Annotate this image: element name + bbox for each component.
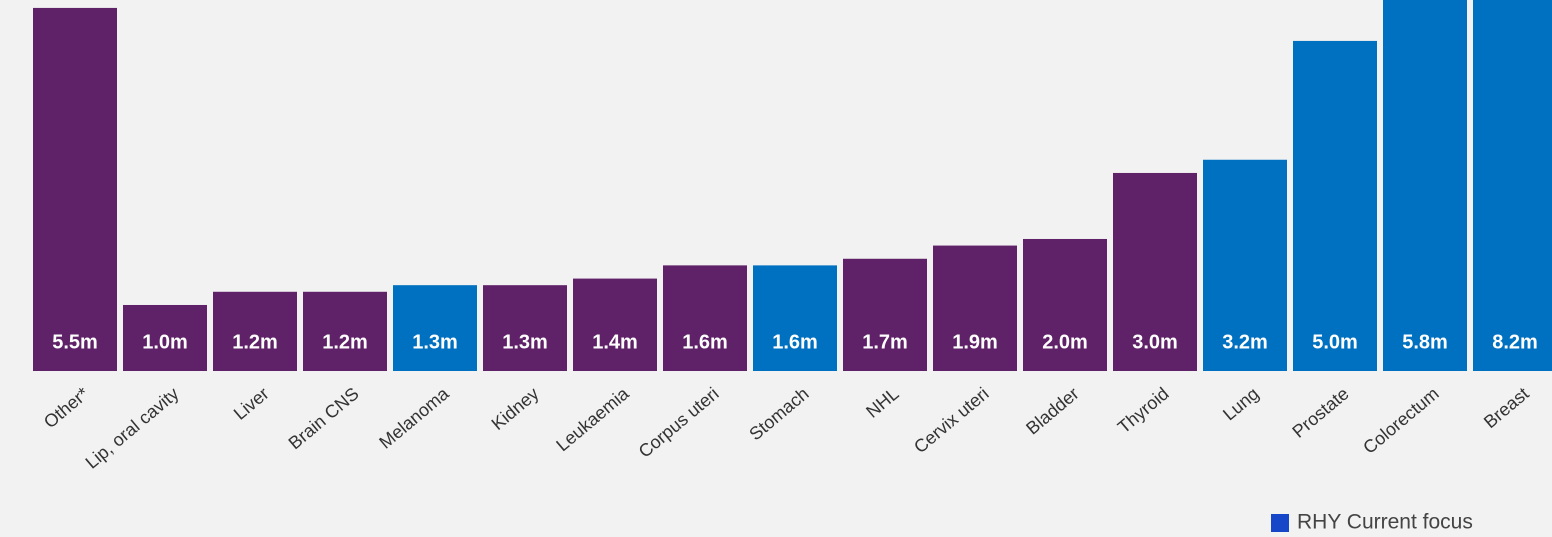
value-label: 5.5m: [52, 331, 98, 353]
legend-swatch: [1271, 514, 1289, 532]
bar: [393, 285, 477, 371]
value-label: 1.3m: [412, 331, 458, 353]
value-label: 1.2m: [232, 331, 278, 353]
bar: [1293, 40, 1377, 371]
value-label: 1.4m: [592, 331, 638, 353]
bar: [663, 265, 747, 371]
bar: [843, 258, 927, 371]
x-tick-label: NHL: [862, 383, 902, 421]
x-tick-label: Melanoma: [375, 383, 453, 453]
bar: [933, 245, 1017, 371]
legend-label: RHY Current focus: [1297, 511, 1473, 534]
x-tick-label: Thyroid: [1114, 383, 1173, 437]
value-label: 1.2m: [322, 331, 368, 353]
value-label: 3.2m: [1222, 331, 1268, 353]
x-tick-label: Kidney: [488, 383, 543, 434]
x-tick-label: Prostate: [1288, 383, 1352, 441]
bar: [123, 304, 207, 371]
value-label: 2.0m: [1042, 331, 1088, 353]
value-label: 1.7m: [862, 331, 908, 353]
value-label: 1.9m: [952, 331, 998, 353]
x-tick-label: Stomach: [745, 383, 812, 444]
x-tick-label: Bladder: [1022, 383, 1082, 438]
bar: [33, 7, 117, 371]
bar: [483, 285, 567, 371]
value-label: 8.2m: [1492, 331, 1538, 353]
x-tick-label: Colorectum: [1359, 383, 1442, 457]
value-label: 1.6m: [682, 331, 728, 353]
bar: [1023, 238, 1107, 371]
bar: [1473, 0, 1552, 371]
x-tick-label: Cervix uteri: [910, 383, 993, 457]
x-tick-label: Leukaemia: [552, 383, 633, 456]
x-tick-label: Breast: [1480, 383, 1533, 432]
bar: [573, 278, 657, 371]
value-label: 1.6m: [772, 331, 818, 353]
value-label: 1.0m: [142, 331, 188, 353]
x-tick-label: Lip, oral cavity: [82, 383, 183, 472]
bar: [303, 291, 387, 371]
value-label: 3.0m: [1132, 331, 1178, 353]
x-tick-label: Corpus uteri: [635, 383, 723, 461]
x-tick-label: Liver: [230, 383, 273, 423]
x-tick-label: Brain CNS: [285, 383, 363, 453]
bar: [1203, 159, 1287, 371]
bar: [1383, 0, 1467, 372]
value-label: 5.0m: [1312, 331, 1358, 353]
value-label: 1.3m: [502, 331, 548, 353]
value-label: 5.8m: [1402, 331, 1448, 353]
x-tick-label: Lung: [1219, 383, 1263, 424]
bar: [1113, 172, 1197, 371]
x-tick-label: Other*: [40, 383, 93, 432]
bar: [213, 291, 297, 371]
bar: [753, 265, 837, 371]
